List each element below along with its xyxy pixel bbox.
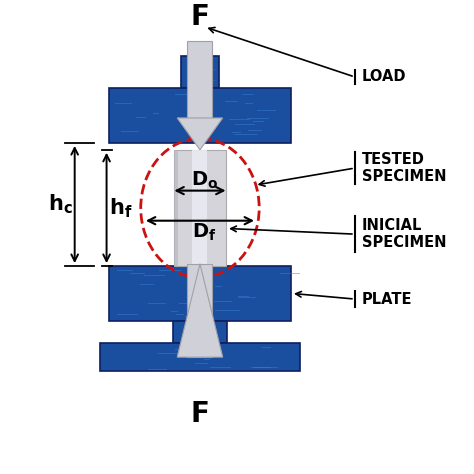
Text: F: F	[191, 3, 210, 31]
Bar	[109, 266, 291, 321]
Text: PLATE: PLATE	[362, 292, 412, 307]
Bar	[173, 321, 228, 344]
Text: F: F	[191, 401, 210, 428]
Polygon shape	[177, 264, 223, 357]
Text: $\mathbf{h_f}$: $\mathbf{h_f}$	[109, 196, 133, 220]
Polygon shape	[177, 118, 223, 150]
Bar	[192, 150, 207, 266]
Bar	[181, 56, 219, 88]
Text: LOAD: LOAD	[362, 70, 406, 84]
Bar	[187, 264, 212, 357]
Text: INICIAL
SPECIMEN: INICIAL SPECIMEN	[362, 218, 446, 250]
Text: $\mathbf{D_o}$: $\mathbf{D_o}$	[191, 170, 218, 191]
Bar	[187, 40, 212, 118]
Bar	[174, 150, 226, 266]
Bar	[100, 344, 300, 371]
Text: $\mathbf{D_f}$: $\mathbf{D_f}$	[192, 221, 217, 243]
Text: TESTED
SPECIMEN: TESTED SPECIMEN	[362, 152, 446, 184]
Bar	[109, 88, 291, 143]
Text: $\mathbf{h_c}$: $\mathbf{h_c}$	[48, 193, 73, 216]
Bar	[174, 150, 178, 266]
